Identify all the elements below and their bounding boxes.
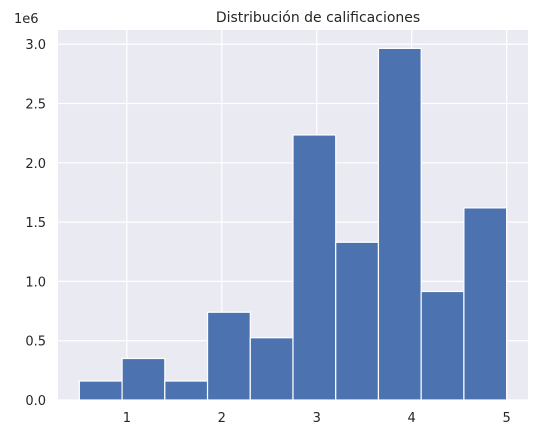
- y-tick-label: 2.5: [25, 98, 46, 113]
- x-tick-label: 4: [408, 411, 416, 426]
- x-tick-label: 3: [313, 411, 321, 426]
- histogram-bar: [249, 337, 294, 401]
- y-tick-label: 0.5: [25, 335, 46, 350]
- x-tick-label: 1: [123, 411, 131, 426]
- x-tick-label: 5: [502, 411, 510, 426]
- y-tick-label: 3.0: [25, 38, 46, 53]
- histogram-bar: [335, 241, 380, 401]
- y-tick-label: 0.0: [25, 394, 46, 409]
- histogram-bars: [78, 47, 508, 401]
- histogram-bar: [164, 380, 209, 401]
- y-tick-label: 1.0: [25, 275, 46, 290]
- y-axis-ticks: 0.0 0.5 1.0 1.5 2.0 2.5 3.0: [25, 38, 46, 409]
- x-axis-ticks: 1 2 3 4 5: [123, 411, 511, 426]
- histogram-bar: [420, 290, 465, 401]
- y-axis-offset-label: 1e6: [14, 12, 39, 27]
- histogram-bar: [292, 134, 337, 401]
- histogram-bar: [206, 311, 251, 401]
- histogram-bar: [121, 357, 166, 401]
- chart-title: Distribución de calificaciones: [216, 10, 420, 26]
- histogram-bar: [78, 380, 123, 401]
- histogram-bar: [377, 47, 422, 401]
- y-tick-label: 1.5: [25, 216, 46, 231]
- y-tick-label: 2.0: [25, 157, 46, 172]
- x-tick-label: 2: [218, 411, 226, 426]
- histogram-bar: [463, 207, 508, 401]
